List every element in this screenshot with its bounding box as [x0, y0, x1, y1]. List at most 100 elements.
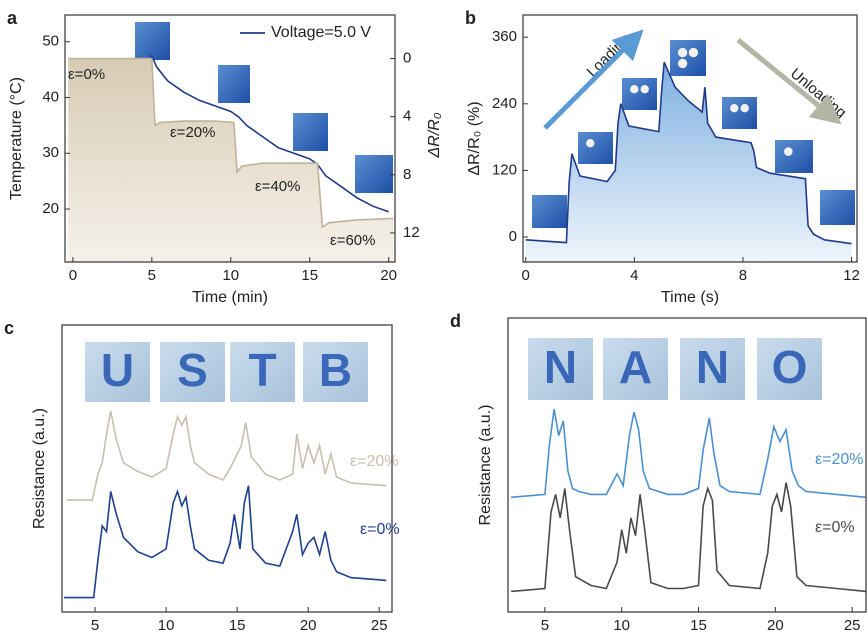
x-axis-label: Time (min) — [192, 289, 268, 306]
ball — [688, 47, 699, 58]
inset-image — [722, 97, 757, 129]
inset-tile — [680, 338, 745, 400]
series-label: ε=0% — [360, 521, 400, 538]
inset-image: T — [230, 342, 295, 402]
inset-tile — [303, 342, 368, 402]
ball — [640, 85, 649, 94]
legend-label: Voltage=5.0 V — [271, 24, 371, 41]
panel-label: d — [450, 311, 461, 331]
inset-tile — [160, 342, 225, 402]
x-tick-label: 20 — [300, 617, 317, 634]
y-axis-label: Resistance (a.u.) — [477, 405, 494, 526]
inset-tile — [757, 338, 822, 400]
y-tick-label: 40 — [42, 88, 59, 105]
inset-tile — [622, 78, 657, 110]
inset-letter: O — [772, 341, 808, 393]
x-tick-label: 8 — [739, 267, 747, 284]
line — [511, 482, 867, 593]
plot-frame — [64, 14, 396, 263]
annotation: Loading — [584, 31, 634, 81]
panel-label: a — [7, 8, 18, 28]
ball — [677, 47, 688, 58]
arrow — [736, 38, 842, 125]
y-tick-label: 240 — [492, 95, 517, 112]
y2-tick-label: 0 — [403, 50, 411, 67]
x-tick-label: 5 — [91, 617, 99, 634]
y-tick-label: 50 — [42, 33, 59, 50]
x-tick-label: 10 — [158, 617, 175, 634]
inset-tile — [670, 40, 706, 76]
inset-tile — [230, 342, 295, 402]
x-tick-label: 15 — [229, 617, 246, 634]
inset-tile — [218, 65, 250, 103]
inset-image — [532, 195, 567, 228]
x-tick-label: 20 — [767, 617, 784, 634]
ball — [630, 85, 639, 94]
x-tick-label: 15 — [301, 267, 318, 284]
x-tick-label: 5 — [148, 267, 156, 284]
y-tick-label: 30 — [42, 144, 59, 161]
line — [66, 410, 387, 501]
y2-tick-label: 8 — [403, 166, 411, 183]
y-axis-label: ΔR/R₀ (%) — [466, 101, 483, 175]
annotation: ε=60% — [330, 232, 375, 249]
area-fill — [68, 58, 394, 262]
ball — [586, 139, 595, 148]
series-label: ε=20% — [350, 453, 399, 470]
annotation: ε=40% — [255, 178, 300, 195]
inset-tile — [820, 190, 855, 225]
annotation: ε=20% — [170, 124, 215, 141]
y-tick-label: 20 — [42, 200, 59, 217]
panel-label: b — [465, 8, 476, 28]
inset-letter: A — [619, 341, 652, 393]
inset-letter: S — [177, 344, 208, 396]
line — [511, 408, 867, 499]
y2-tick-label: 4 — [403, 108, 411, 125]
y-tick-label: 0 — [509, 228, 517, 245]
x-tick-label: 0 — [522, 267, 530, 284]
inset-tile — [578, 132, 613, 164]
area-fill — [525, 62, 852, 263]
ball — [730, 104, 739, 113]
x-tick-label: 25 — [844, 617, 861, 634]
inset-image — [820, 190, 855, 225]
plot-frame — [61, 324, 393, 613]
inset-image: N — [528, 338, 593, 400]
annotation: Unloading — [787, 65, 850, 121]
ball — [677, 58, 688, 69]
inset-letter: B — [319, 344, 352, 396]
ball — [740, 104, 749, 113]
plot-frame — [507, 317, 867, 613]
inset-letter: N — [544, 341, 577, 393]
inset-tile — [532, 195, 567, 228]
x-tick-label: 15 — [690, 617, 707, 634]
inset-image: N — [680, 338, 745, 400]
inset-letter: U — [101, 344, 134, 396]
inset-image — [293, 113, 328, 151]
x-tick-label: 5 — [541, 617, 549, 634]
line — [68, 57, 394, 229]
inset-image: B — [303, 342, 368, 402]
inset-image — [135, 22, 170, 60]
inset-tile — [775, 140, 813, 173]
inset-image: U — [85, 342, 150, 402]
inset-letter: T — [248, 344, 276, 396]
line — [525, 61, 852, 245]
series-label: ε=0% — [815, 519, 855, 536]
inset-tile — [355, 155, 393, 193]
inset-image: O — [757, 338, 822, 400]
inset-image — [355, 155, 393, 193]
inset-image — [670, 40, 706, 76]
inset-image: A — [603, 338, 668, 400]
inset-tile — [528, 338, 593, 400]
x-axis-label: Time (s) — [661, 289, 719, 306]
y2-tick-label: 12 — [403, 224, 420, 241]
inset-tile — [135, 22, 170, 60]
x-tick-label: 0 — [69, 267, 77, 284]
plot-frame — [522, 14, 858, 263]
x-tick-label: 20 — [380, 267, 397, 284]
inset-image — [218, 65, 250, 103]
x-tick-label: 10 — [613, 617, 630, 634]
